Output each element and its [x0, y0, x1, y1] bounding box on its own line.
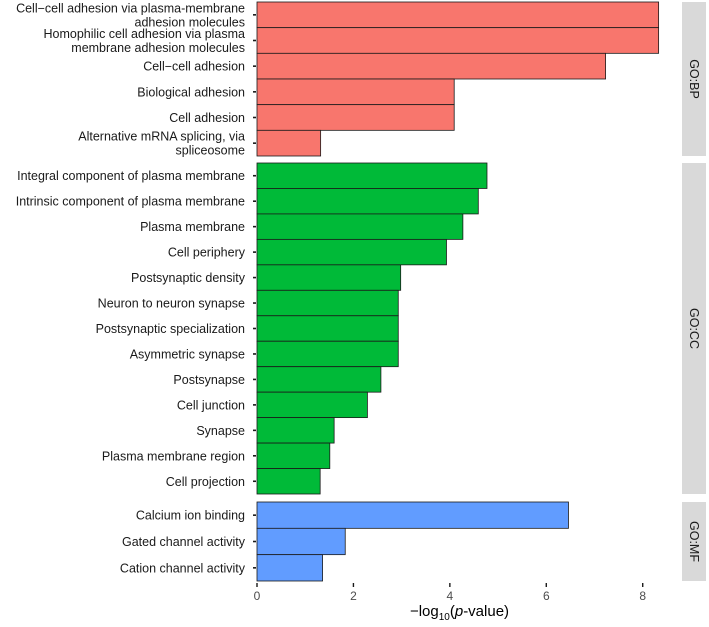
category-label: Integral component of plasma membrane — [17, 169, 245, 183]
category-label: Cell periphery — [168, 246, 246, 260]
category-label: adhesion molecules — [135, 15, 246, 29]
category-label: Cell−cell adhesion via plasma-membrane — [16, 1, 245, 15]
bar — [256, 468, 321, 495]
category-label: Asymmetric synapse — [130, 347, 245, 361]
category-label: Synapse — [196, 424, 245, 438]
category-label: Postsynaptic specialization — [96, 322, 245, 336]
category-label: Plasma membrane region — [102, 449, 245, 463]
bar — [256, 391, 368, 419]
bar — [256, 162, 488, 189]
bar — [256, 213, 464, 240]
category-label: Cell adhesion — [169, 111, 245, 125]
category-label: Gated channel activity — [122, 535, 246, 549]
facet-strip — [682, 2, 706, 156]
bar — [256, 417, 335, 444]
panel-go-bp: Cell−cell adhesion via plasma-membranead… — [16, 1, 706, 158]
category-label: Plasma membrane — [140, 220, 245, 234]
bar — [256, 315, 399, 342]
bar — [256, 27, 660, 54]
category-label: Postsynapse — [173, 373, 245, 387]
x-tick-label: 2 — [350, 589, 357, 603]
category-label: membrane adhesion molecules — [71, 41, 245, 55]
bar — [256, 52, 606, 80]
bar — [256, 340, 399, 368]
facet-strip-label: GO:BP — [687, 59, 701, 99]
bar — [256, 129, 322, 157]
category-label: Intrinsic component of plasma membrane — [16, 195, 245, 209]
bar — [256, 1, 660, 29]
category-label: spliceosome — [176, 144, 246, 158]
bar — [256, 78, 455, 106]
category-label: Biological adhesion — [137, 85, 245, 99]
bar — [256, 527, 346, 556]
bar — [256, 264, 402, 291]
category-label: Cation channel activity — [120, 561, 246, 575]
bar — [256, 104, 455, 131]
x-title-suffix: -value) — [463, 603, 509, 620]
facet-strip-label: GO:CC — [687, 308, 701, 349]
x-title-open-paren: ( — [450, 603, 455, 620]
bar — [256, 289, 399, 317]
bar — [256, 442, 331, 469]
category-label: Neuron to neuron synapse — [98, 297, 245, 311]
panel-go-mf: Calcium ion binding Gated channel activit… — [120, 501, 706, 582]
x-title-subscript: 10 — [439, 612, 451, 623]
x-tick-label: 0 — [254, 589, 261, 603]
facet-strip — [682, 502, 706, 581]
x-title-log: −log — [410, 603, 439, 620]
bar — [256, 366, 382, 393]
x-axis-title: −log10(p-value) — [410, 603, 509, 623]
x-tick-label: 8 — [639, 589, 646, 603]
x-tick-label: 4 — [447, 589, 454, 603]
category-label: Cell−cell adhesion — [143, 60, 245, 74]
facet-strip-label: GO:MF — [687, 521, 701, 562]
bar — [256, 554, 323, 582]
category-label: Postsynaptic density — [131, 271, 246, 285]
chart-panels: Cell−cell adhesion via plasma-membranead… — [16, 1, 706, 582]
x-axis: 0 2 4 6 8 — [254, 583, 646, 603]
x-title-italic-p: p — [454, 603, 463, 620]
facet-strip — [682, 163, 706, 494]
category-label: Cell projection — [166, 475, 245, 489]
category-label: Alternative mRNA splicing, via — [78, 130, 245, 144]
category-label: Calcium ion binding — [136, 509, 245, 523]
bar — [256, 188, 479, 215]
bar — [256, 501, 569, 529]
category-label: Cell junction — [177, 398, 245, 412]
x-tick-label: 6 — [543, 589, 550, 603]
bar — [256, 238, 447, 266]
category-label: Homophilic cell adhesion via plasma — [44, 27, 246, 41]
panel-go-cc: Integral component of plasma membrane Int… — [16, 162, 706, 495]
